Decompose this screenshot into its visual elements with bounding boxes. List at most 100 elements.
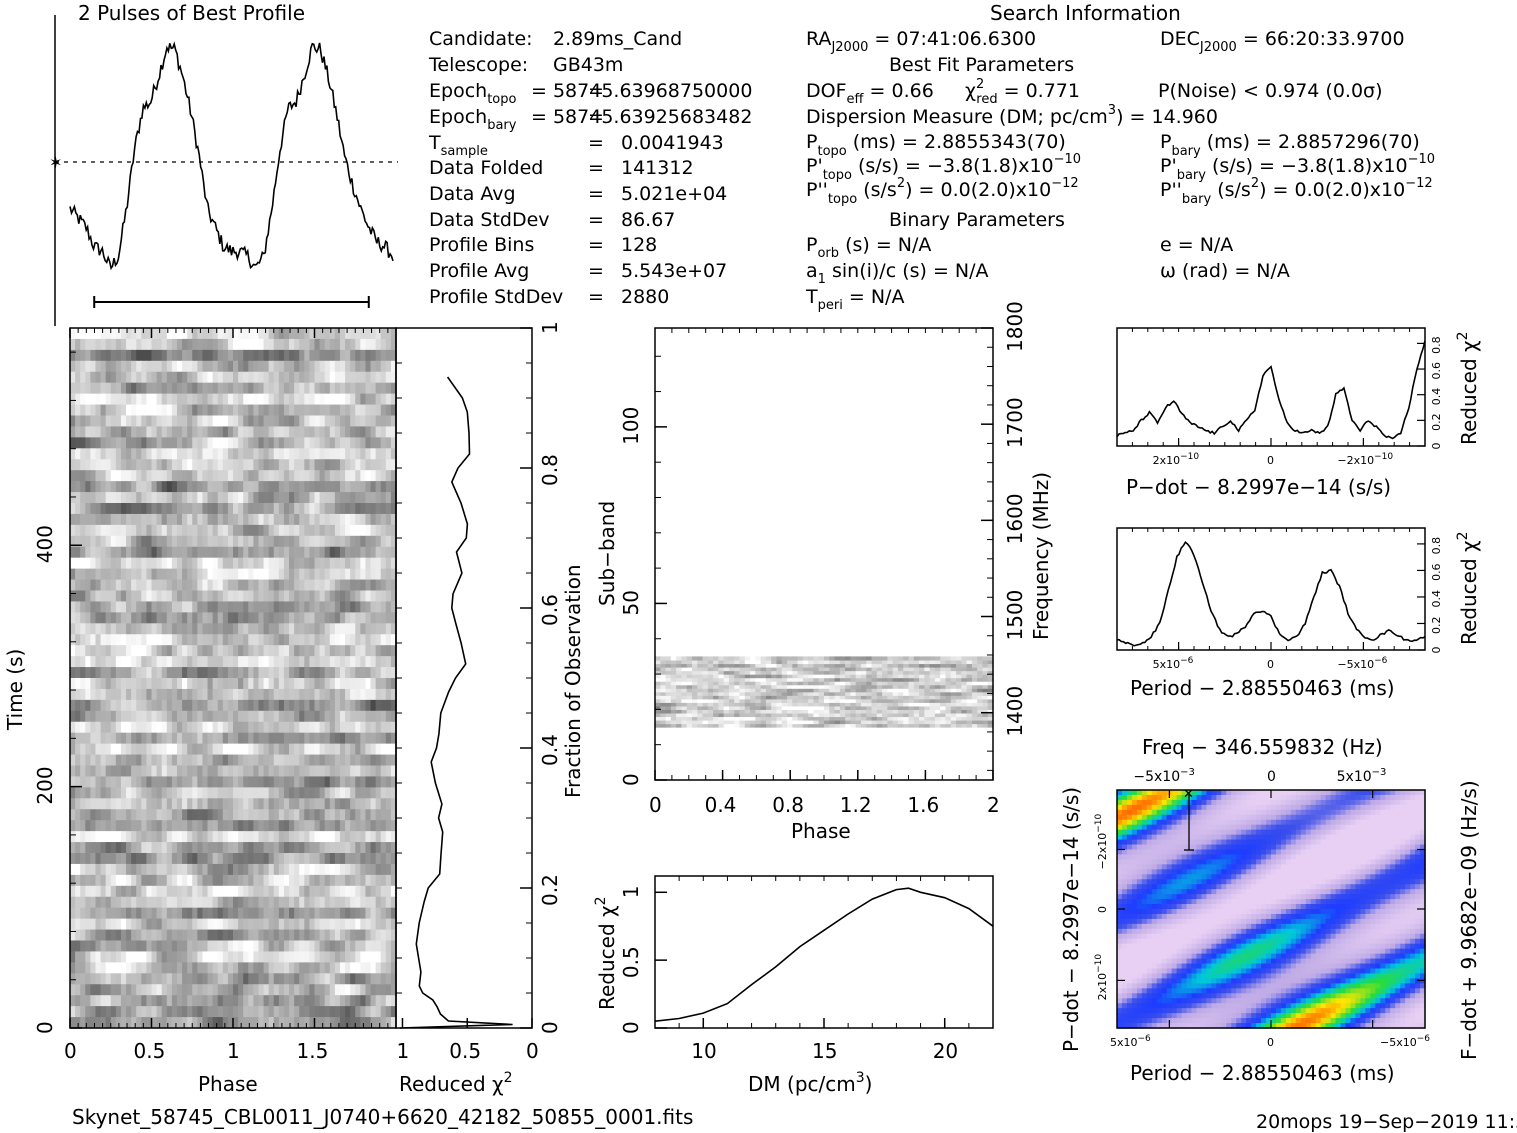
- subband-cell: [961, 719, 968, 725]
- time-phase-cell: [283, 634, 290, 646]
- time-phase-cell: [243, 798, 249, 810]
- time-phase-cell: [355, 907, 361, 920]
- time-phase-cell: [100, 590, 107, 603]
- time-phase-cell: [365, 481, 372, 493]
- time-phase-cell: [192, 918, 198, 931]
- time-phase-cell: [161, 404, 168, 417]
- time-phase-cell: [141, 634, 147, 646]
- time-phase-cell: [166, 393, 173, 406]
- time-phase-cell: [171, 579, 178, 592]
- time-phase-cell: [319, 470, 326, 482]
- time-phase-cell: [253, 776, 260, 788]
- time-phase-cell: [355, 426, 361, 438]
- time-phase-cell: [314, 721, 321, 734]
- time-phase-cell: [278, 371, 285, 384]
- time-phase-cell: [324, 426, 331, 438]
- time-phase-cell: [192, 951, 198, 963]
- time-phase-cell: [390, 426, 397, 438]
- time-phase-cell: [253, 535, 260, 548]
- time-phase-cell: [258, 721, 265, 734]
- time-phase-cell: [390, 820, 397, 832]
- time-phase-cell: [294, 973, 300, 985]
- time-phase-cell: [187, 798, 193, 810]
- time-phase-cell: [350, 492, 356, 504]
- subband-cell: [987, 716, 994, 721]
- time-phase-cell: [294, 853, 300, 865]
- time-phase-cell: [136, 863, 142, 876]
- time-phase-cell: [105, 612, 112, 624]
- subband-cell: [950, 723, 957, 728]
- subband-cell: [887, 691, 894, 696]
- time-phase-cell: [273, 721, 280, 734]
- time-phase-cell: [70, 382, 76, 395]
- time-phase-cell: [345, 765, 351, 778]
- time-phase-cell: [222, 896, 229, 909]
- time-phase-cell: [248, 601, 254, 613]
- time-phase-cell: [131, 513, 137, 526]
- time-phase-cell: [120, 853, 127, 865]
- time-phase-cell: [222, 513, 229, 526]
- subband-cell: [940, 723, 947, 728]
- time-phase-cell: [187, 929, 193, 942]
- time-phase-cell: [151, 710, 158, 723]
- subband-cell: [903, 695, 910, 700]
- time-phase-cell: [141, 776, 147, 788]
- time-phase-cell: [309, 492, 316, 504]
- subband-cell: [686, 716, 693, 721]
- time-phase-cell: [207, 951, 214, 963]
- time-phase-cell: [187, 459, 193, 471]
- time-phase-cell: [136, 984, 142, 996]
- time-phase-cell: [141, 513, 147, 526]
- time-phase-cell: [131, 787, 137, 799]
- time-phase-cell: [120, 940, 127, 953]
- time-phase-cell: [166, 612, 173, 624]
- time-phase-cell: [141, 656, 147, 668]
- info-row-value: 2880: [621, 286, 669, 308]
- time-phase-cell: [253, 513, 260, 526]
- time-phase-cell: [263, 951, 270, 963]
- time-phase-cell: [105, 415, 112, 428]
- time-phase-cell: [304, 470, 310, 482]
- time-phase-cell: [263, 656, 270, 668]
- time-phase-cell: [380, 863, 387, 876]
- time-phase-cell: [136, 907, 142, 920]
- time-phase-cell: [75, 885, 81, 898]
- time-phase-cell: [141, 524, 147, 537]
- subband-cell: [945, 695, 952, 700]
- time-phase-cell: [273, 426, 280, 438]
- subband-cell: [818, 705, 825, 710]
- time-phase-cell: [70, 338, 76, 351]
- time-phase-cell: [233, 973, 239, 985]
- subband-cell: [808, 698, 815, 703]
- time-phase-cell: [227, 503, 234, 515]
- time-phase-cell: [319, 787, 326, 799]
- time-phase-cell: [70, 918, 76, 931]
- time-phase-cell: [319, 940, 326, 953]
- time-phase-cell: [227, 1006, 234, 1018]
- time-phase-cell: [131, 437, 137, 449]
- subband-cell: [924, 709, 931, 714]
- time-phase-cell: [390, 732, 397, 745]
- subband-cell: [739, 716, 746, 721]
- time-phase-cell: [75, 470, 81, 482]
- time-phase-cell: [283, 448, 290, 460]
- time-phase-cell: [176, 820, 183, 832]
- time-phase-cell: [151, 984, 158, 996]
- time-phase-cell: [278, 798, 285, 810]
- time-phase-cell: [70, 481, 76, 493]
- time-phase-cell: [90, 907, 97, 920]
- time-phase-cell: [248, 787, 254, 799]
- subband-cell: [887, 723, 894, 728]
- subband-cell: [913, 698, 920, 703]
- time-phase-cell: [273, 973, 280, 985]
- time-phase-cell: [268, 404, 275, 417]
- time-phase-cell: [273, 612, 280, 624]
- subband-cell: [744, 712, 751, 718]
- time-phase-cell: [253, 426, 260, 438]
- time-phase-cell: [156, 699, 163, 712]
- info-bestfit-title: Best Fit Parameters: [889, 54, 1074, 76]
- time-phase-cell: [120, 842, 127, 854]
- time-phase-cell: [390, 1017, 397, 1029]
- time-phase-cell: [324, 535, 331, 548]
- subband-cell: [860, 698, 867, 703]
